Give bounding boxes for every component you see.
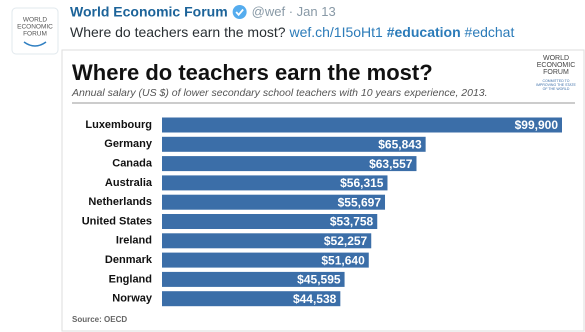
chart-subtitle: Annual salary (US $) of lower secondary … <box>71 87 488 99</box>
chart-image[interactable]: Where do teachers earn the most? Annual … <box>61 49 585 332</box>
logo-text: FORUM <box>543 69 569 76</box>
avatar-arc <box>23 41 47 47</box>
bar <box>162 156 417 172</box>
logo-tagline: IMPROVING THE STATE <box>536 83 576 87</box>
bar <box>162 291 341 307</box>
verified-badge <box>232 5 247 19</box>
link[interactable]: wef.ch/1I5oHt1 <box>288 24 383 40</box>
category-label: Denmark <box>105 254 153 266</box>
avatar-text: ECONOMIC <box>17 24 53 31</box>
logo-text: WORLD <box>543 55 569 62</box>
category-label: Germany <box>104 138 153 150</box>
value-label: $52,257 <box>324 234 368 248</box>
hashtag[interactable]: #education <box>387 24 461 40</box>
chart-title: Where do teachers earn the most? <box>72 60 433 85</box>
value-label: $65,843 <box>378 137 422 151</box>
hashtag[interactable]: #edchat <box>465 24 515 40</box>
bar <box>162 233 372 249</box>
bar <box>162 194 386 210</box>
bar <box>162 271 345 287</box>
tweet-meta: @wef · Jan 13 <box>252 4 336 19</box>
category-label: Australia <box>105 177 153 189</box>
value-label: $44,538 <box>293 292 337 306</box>
tweet-text: Where do teachers earn the most? wef.ch/… <box>70 24 514 40</box>
bar <box>162 117 562 133</box>
value-label: $51,640 <box>321 253 365 267</box>
category-label: Luxembourg <box>85 119 152 131</box>
user-name[interactable]: World Economic Forum <box>70 4 228 20</box>
separator: · <box>289 4 293 19</box>
value-label: $53,758 <box>330 215 374 229</box>
source: Source: OECD <box>72 315 127 324</box>
category-label: England <box>109 273 152 285</box>
avatar-text: WORLD <box>23 17 48 24</box>
date[interactable]: Jan 13 <box>297 4 336 19</box>
bar <box>162 175 388 191</box>
avatar-text: FORUM <box>23 31 47 38</box>
category-label: Ireland <box>116 235 152 247</box>
value-label: $45,595 <box>297 273 341 287</box>
category-label: Norway <box>112 293 153 305</box>
logo-tagline: OF THE WORLD <box>543 87 570 91</box>
bar <box>162 214 378 229</box>
tweet-body: Where do teachers earn the most? <box>70 24 286 40</box>
handle[interactable]: @wef <box>252 4 286 19</box>
avatar[interactable] <box>11 7 59 55</box>
logo-text: ECONOMIC <box>537 62 576 69</box>
logo-tagline: COMMITTED TO <box>543 79 570 83</box>
category-label: Canada <box>112 158 153 170</box>
bar <box>162 136 426 152</box>
value-label: $99,900 <box>515 118 559 132</box>
category-label: Netherlands <box>88 196 152 208</box>
category-label: United States <box>82 215 152 227</box>
bar <box>162 252 369 268</box>
value-label: $63,557 <box>369 157 413 171</box>
value-label: $56,315 <box>340 176 384 190</box>
value-label: $55,697 <box>338 195 382 209</box>
